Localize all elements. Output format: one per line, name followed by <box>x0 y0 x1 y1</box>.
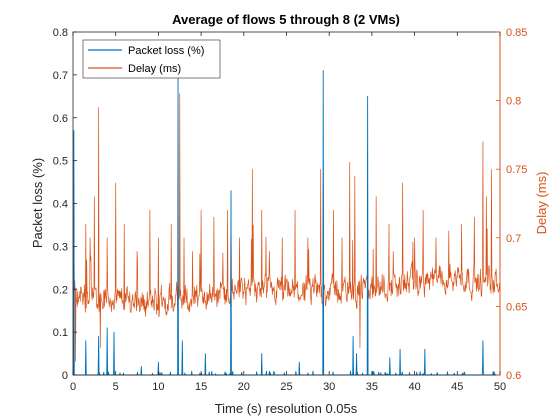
delay-series <box>72 93 501 362</box>
x-tick-label: 5 <box>113 381 119 393</box>
plot-area <box>73 32 500 375</box>
x-tick-label: 35 <box>366 381 378 393</box>
x-tick-label: 45 <box>451 381 463 393</box>
x-tick-label: 10 <box>152 381 164 393</box>
legend-label-packet-loss: Packet loss (%) <box>128 45 204 57</box>
left-tick-label: 0 <box>62 370 68 382</box>
chart-title: Average of flows 5 through 8 (2 VMs) <box>172 12 400 27</box>
x-tick-label: 0 <box>70 381 76 393</box>
right-tick-label: 0.8 <box>506 96 521 108</box>
left-tick-label: 0.3 <box>53 241 68 253</box>
legend-item-delay[interactable]: Delay (ms) <box>88 63 181 75</box>
right-tick-label: 0.85 <box>506 27 527 39</box>
left-tick-label: 0.8 <box>53 27 68 39</box>
right-tick-label: 0.7 <box>506 233 521 245</box>
left-tick-label: 0.4 <box>53 199 68 211</box>
legend-item-packet-loss[interactable]: Packet loss (%) <box>88 45 204 57</box>
left-tick-label: 0.1 <box>53 327 68 339</box>
x-tick-label: 20 <box>238 381 250 393</box>
x-tick-label: 25 <box>280 381 292 393</box>
legend-label-delay: Delay (ms) <box>128 63 181 75</box>
x-tick-label: 40 <box>408 381 420 393</box>
left-tick-label: 0.5 <box>53 156 68 168</box>
x-tick-label: 15 <box>195 381 207 393</box>
left-axis-label: Packet loss (%) <box>30 158 45 248</box>
right-tick-label: 0.6 <box>506 370 521 382</box>
right-axis-ticks: 0.6 0.65 0.7 0.75 0.8 0.85 <box>496 27 527 382</box>
delay-line <box>72 93 501 362</box>
right-axis-label: Delay (ms) <box>534 172 549 235</box>
x-tick-label: 30 <box>323 381 335 393</box>
legend-box <box>82 39 221 79</box>
legend[interactable]: Packet loss (%) Delay (ms) <box>82 39 221 79</box>
x-axis-label: Time (s) resolution 0.05s <box>215 401 358 416</box>
x-axis-ticks: 0 5 10 15 20 25 30 35 40 45 50 <box>70 32 506 393</box>
left-tick-label: 0.7 <box>53 70 68 82</box>
left-axis-ticks: 0 0.1 0.2 0.3 0.4 0.5 0.6 0.7 0.8 <box>53 27 77 382</box>
right-tick-label: 0.65 <box>506 301 527 313</box>
x-tick-label: 50 <box>494 381 506 393</box>
left-tick-label: 0.6 <box>53 113 68 125</box>
right-tick-label: 0.75 <box>506 164 527 176</box>
left-tick-label: 0.2 <box>53 284 68 296</box>
